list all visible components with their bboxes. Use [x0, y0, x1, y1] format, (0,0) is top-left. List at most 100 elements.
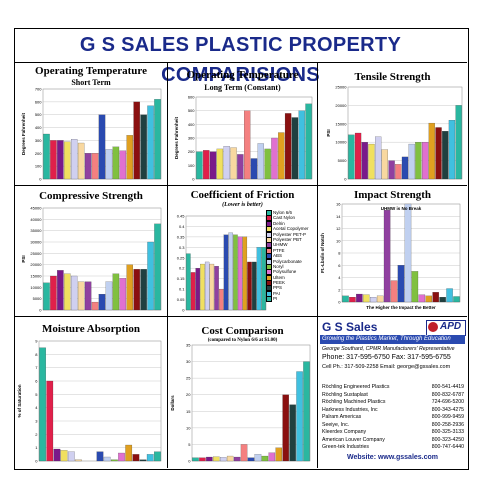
- chart-operating-temp-long: Operating Temperature Long Term (Constan…: [168, 63, 317, 185]
- bar: [77, 281, 85, 311]
- tick-label: 200: [35, 151, 42, 156]
- tick-label: 1: [35, 445, 38, 450]
- bar: [125, 444, 133, 462]
- y-axis-label: PSI: [326, 129, 331, 136]
- tick-label: 30: [186, 359, 191, 364]
- bar: [111, 459, 118, 462]
- bar: [368, 143, 375, 180]
- chart-svg: 0 0.05 0.1 0.15 0.2 0.25 0.3 0.35 0.4 0.45: [177, 214, 267, 313]
- bar: [199, 457, 206, 462]
- bar: [278, 132, 285, 180]
- bar: [408, 143, 415, 180]
- tick-label: 100: [35, 164, 42, 169]
- tick-label: 5000: [338, 158, 348, 163]
- company-phone: 800-832-6787: [431, 391, 464, 398]
- bar: [291, 117, 299, 180]
- bar: [404, 203, 412, 303]
- y-axis-label: Degrees Fahrenheit: [21, 112, 26, 155]
- bar: [388, 160, 395, 180]
- tick-label: 2: [338, 287, 341, 292]
- company-phone: 800-258-2936: [431, 421, 464, 428]
- legend-swatch: [266, 296, 272, 303]
- tick-label: 20000: [30, 262, 42, 267]
- tick-label: 0.45: [177, 214, 186, 219]
- bar: [381, 149, 388, 180]
- company-row: Röchling Machined Plastics 724-696-5200: [322, 399, 464, 405]
- bar: [60, 450, 68, 462]
- grid-divider: [167, 62, 168, 468]
- tick-label: 8: [35, 352, 38, 357]
- bar: [154, 451, 161, 462]
- tick-label: 12: [336, 226, 341, 231]
- bar: [126, 264, 133, 311]
- bar: [140, 269, 147, 311]
- tick-label: 200: [188, 149, 195, 154]
- bar: [112, 273, 120, 311]
- tick-label: 2: [35, 432, 38, 437]
- tagline: Growing the Plastics Market, Through Edu…: [322, 336, 451, 342]
- bar: [244, 110, 251, 180]
- bar: [303, 361, 310, 462]
- bar: [363, 294, 370, 303]
- chart-svg: 0 1 2 3 4 5 6 7 8 9 % of Saturation: [17, 339, 162, 464]
- bar: [39, 347, 46, 462]
- chart-title: Impact Strength: [353, 189, 432, 201]
- company-phone: 724-696-5200: [431, 399, 464, 405]
- tick-label: 5: [188, 442, 191, 447]
- bar: [455, 105, 462, 180]
- legend-label: PPS: [273, 285, 283, 291]
- bar: [105, 281, 113, 311]
- tick-label: 0.35: [177, 234, 186, 239]
- tick-label: 10: [336, 238, 341, 243]
- bar: [383, 210, 391, 303]
- tick-label: 15: [186, 409, 191, 414]
- bar: [112, 146, 120, 180]
- bar: [247, 261, 252, 311]
- bar: [230, 147, 237, 180]
- tick-label: 500: [35, 112, 42, 117]
- website-link[interactable]: Website: www.gssales.com: [346, 454, 439, 461]
- legend-label: PEEK: [273, 280, 286, 286]
- bar: [213, 456, 220, 462]
- bar: [247, 457, 255, 462]
- bar: [442, 131, 449, 180]
- company-name: Palram Americas: [322, 414, 362, 420]
- bar: [375, 136, 382, 180]
- bar: [91, 153, 99, 180]
- chart-legend: Nylon 6/6 Cast Nylon Delrin Acetal Copolyme…: [266, 210, 317, 303]
- bar: [84, 281, 92, 311]
- plot-area: [38, 340, 162, 462]
- legend-label: Ultem: [273, 274, 285, 280]
- bar: [275, 447, 282, 462]
- bar: [298, 110, 305, 180]
- chart-svg: 0 100 200 300 400 500 600 Degrees Fahrenheit: [174, 95, 313, 182]
- bar: [348, 134, 355, 180]
- company-name: American Louver Company: [322, 436, 385, 443]
- bar: [186, 253, 191, 311]
- bar: [228, 232, 233, 311]
- tick-label: 100: [188, 163, 195, 168]
- bar: [268, 452, 276, 462]
- bar: [154, 223, 161, 311]
- tick-label: 6: [35, 379, 38, 384]
- bar: [250, 158, 258, 180]
- tick-label: 700: [35, 87, 42, 92]
- tick-label: 0: [182, 308, 185, 313]
- tick-label: 25000: [335, 85, 347, 90]
- tick-label: 15000: [30, 274, 42, 279]
- apd-logo: APD: [426, 320, 466, 336]
- bar: [401, 156, 409, 180]
- chart-moisture-absorption: Moisture Absorption 0 1 2 3 4 5 6 7 8 9 % of Satur…: [15, 317, 167, 468]
- page-title: G S SALES PLASTIC PROPERTY COMPARISIONS: [79, 34, 402, 86]
- bar: [50, 140, 57, 180]
- bar: [146, 454, 154, 462]
- bar: [203, 150, 210, 180]
- legend-label: Nylon 6/6: [273, 210, 293, 216]
- bar: [240, 444, 248, 462]
- bar: [57, 270, 64, 311]
- bar: [190, 272, 196, 311]
- company-phone: 800-999-9459: [431, 414, 464, 420]
- bar: [256, 247, 262, 311]
- legend-label: Polyester PBT: [273, 237, 302, 243]
- bar: [418, 294, 426, 303]
